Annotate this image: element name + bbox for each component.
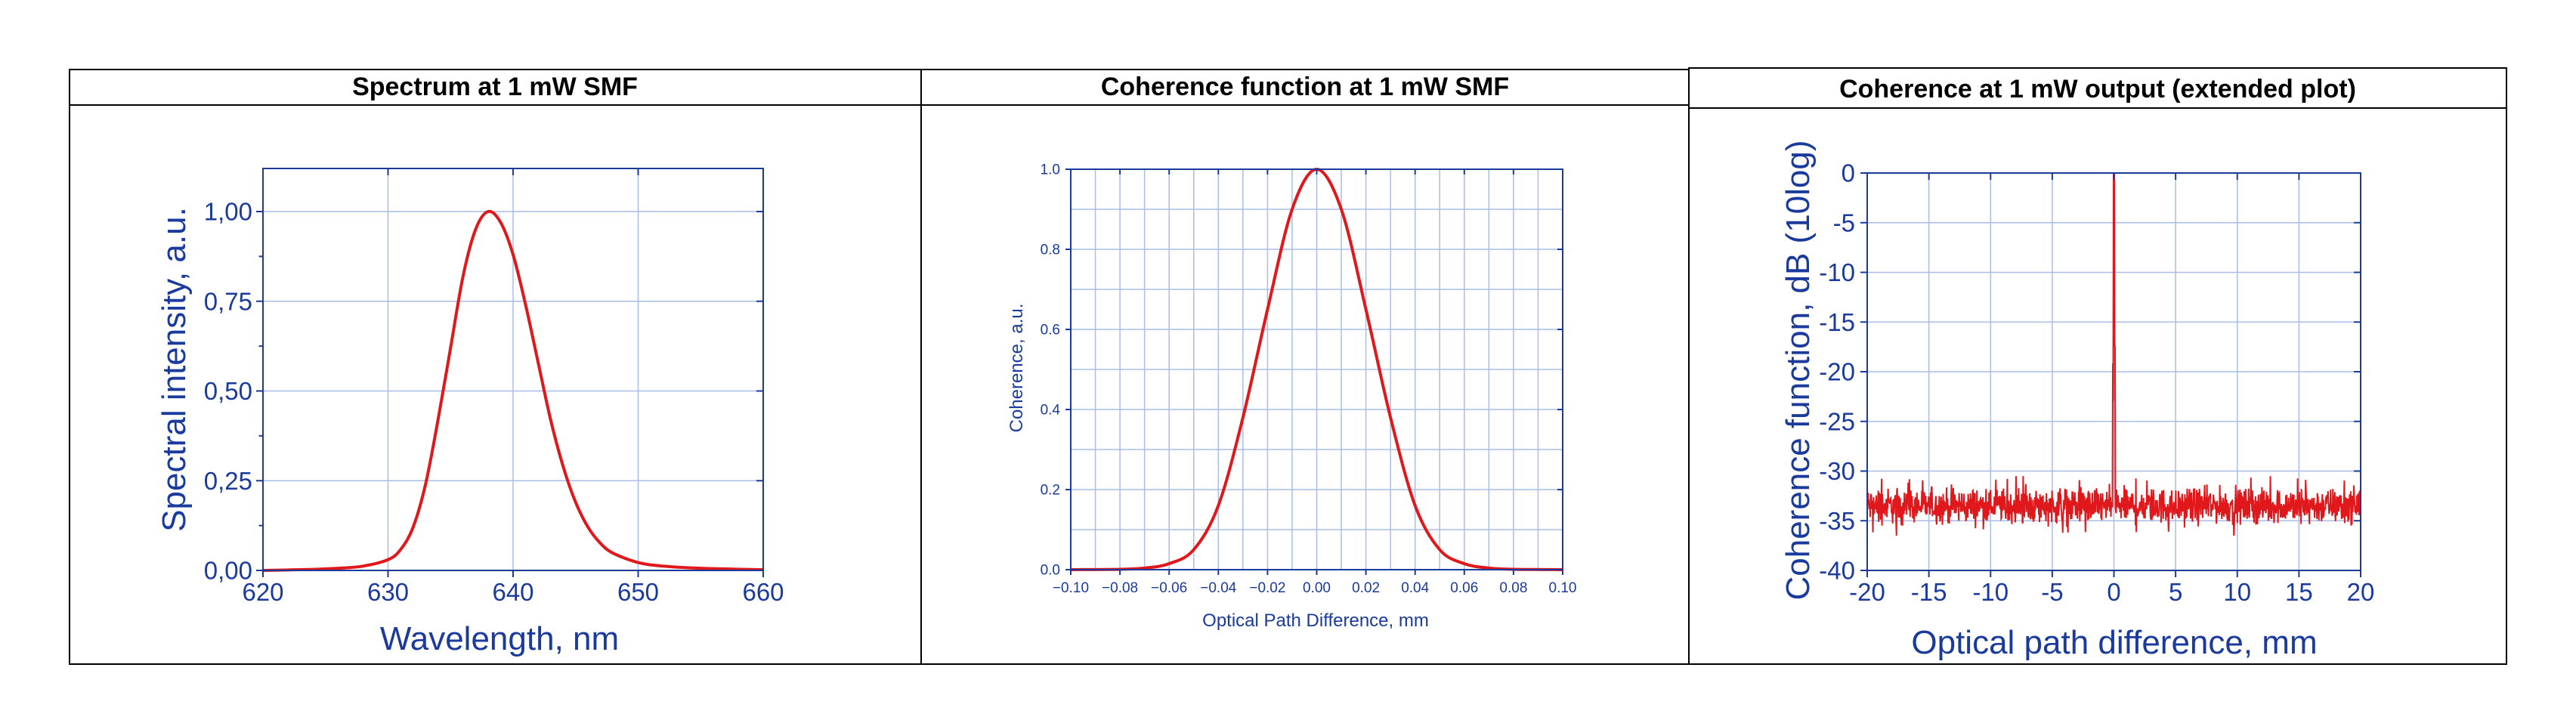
chart3-ytick-label: -35: [1819, 507, 1855, 535]
chart1-ylabel: Spectral intensity, a.u.: [156, 207, 193, 532]
chart2-xtick-label: 0.02: [1352, 580, 1380, 596]
chart3-xtick-labels: -20 -15 -10 -5 0 5 10 15 20: [1849, 578, 2374, 606]
chart2-xtick-label: −0.10: [1053, 580, 1089, 596]
chart1-ytick-label: 0,00: [204, 557, 252, 585]
chart3-xtick-label: 0: [2107, 578, 2120, 606]
chart2-xtick-labels: −0.10 −0.08 −0.06 −0.04 −0.02 0.00 0.02 0.04 0.0…: [1053, 580, 1577, 596]
chart3-ytick-label: -5: [1833, 209, 1855, 236]
chart-coherence: −0.10 −0.08 −0.06 −0.04 −0.02 0.00 0.02 0.04 0.0…: [1007, 162, 1576, 631]
chart1-xtick-labels: 620 630 640 650 660: [242, 578, 784, 606]
chart2-xtick-label: 0.06: [1450, 580, 1478, 596]
chart3-ticks: [1860, 172, 2361, 577]
chart1-xlabel: Wavelength, nm: [380, 620, 619, 657]
chart2-xtick-label: 0.10: [1549, 580, 1577, 596]
chart3-xlabel: Optical path difference, mm: [1911, 624, 2317, 661]
chart3-xtick-label: 10: [2223, 578, 2251, 606]
table-borders: [69, 67, 2507, 665]
chart3-xtick-label: 20: [2347, 578, 2375, 606]
chart3-ytick-label: -20: [1819, 358, 1855, 386]
chart1-ticks: [256, 168, 764, 577]
panel-header-spectrum: Spectrum at 1 mW SMF: [352, 73, 638, 101]
chart3-ytick-label: 0: [1842, 159, 1855, 187]
chart1-curve: [262, 209, 764, 572]
chart2-ytick-label: 0.8: [1041, 243, 1060, 258]
chart2-xtick-label: −0.04: [1200, 580, 1237, 596]
chart1-xtick-label: 660: [742, 578, 784, 606]
chart2-xtick-label: −0.08: [1102, 580, 1138, 596]
chart-extended: -20 -15 -10 -5 0 5 10 15 20 -40 -35 -30 -25 -20 -15 -1…: [1780, 140, 2374, 661]
chart3-ytick-label: -30: [1819, 457, 1855, 485]
chart2-xtick-label: 0.08: [1499, 580, 1527, 596]
chart2-ytick-label: 0.4: [1041, 403, 1061, 419]
chart-spectrum: 620 630 640 650 660 0,00 0,25 0,50 0,75 1,00 Wav…: [156, 168, 784, 657]
chart3-xtick-label: 5: [2169, 578, 2182, 606]
panel-header-coherence: Coherence function at 1 mW SMF: [1101, 73, 1509, 101]
chart1-grid: [262, 168, 764, 570]
chart2-xlabel: Optical Path Difference, mm: [1202, 610, 1429, 631]
chart2-xtick-label: 0.00: [1303, 580, 1331, 596]
chart2-ytick-label: 1.0: [1041, 162, 1060, 178]
chart3-ytick-label: -10: [1819, 258, 1855, 286]
chart1-ytick-label: 0,75: [204, 287, 252, 315]
chart3-xtick-label: -10: [1972, 578, 2009, 606]
chart2-grid: [1070, 168, 1563, 570]
chart3-xtick-label: -15: [1911, 578, 1947, 606]
chart3-xtick-label: -20: [1849, 578, 1885, 606]
chart3-ytick-labels: -40 -35 -30 -25 -20 -15 -10 -5 0: [1819, 159, 1855, 585]
chart2-ytick-label: 0.6: [1041, 323, 1060, 338]
chart2-xtick-label: 0.04: [1401, 580, 1429, 596]
chart1-ytick-label: 1,00: [204, 198, 252, 226]
chart3-xtick-label: -5: [2041, 578, 2063, 606]
chart3-ylabel: Coherence function, dB (10log): [1780, 140, 1817, 600]
chart1-ytick-label: 0,50: [204, 377, 252, 405]
chart3-xtick-label: 15: [2285, 578, 2313, 606]
chart3-ytick-label: -25: [1819, 407, 1855, 435]
chart1-xtick-label: 650: [617, 578, 659, 606]
chart1-xtick-label: 620: [242, 578, 283, 606]
chart2-xtick-label: −0.02: [1249, 580, 1285, 596]
chart1-ytick-labels: 0,00 0,25 0,50 0,75 1,00: [204, 198, 252, 585]
panel-header-extended: Coherence at 1 mW output (extended plot): [1839, 75, 2356, 104]
chart2-ytick-label: 0.2: [1041, 483, 1060, 499]
chart1-xtick-label: 630: [367, 578, 409, 606]
chart1-ytick-label: 0,25: [204, 467, 252, 495]
chart1-xtick-label: 640: [492, 578, 533, 606]
chart2-ytick-labels: 0.0 0.2 0.4 0.6 0.8 1.0: [1041, 162, 1061, 579]
chart3-ytick-label: -40: [1819, 557, 1855, 585]
chart2-ylabel: Coherence, a.u.: [1007, 304, 1027, 433]
chart2-ytick-label: 0.0: [1041, 563, 1060, 579]
chart2-xtick-label: −0.06: [1151, 580, 1187, 596]
chart3-ytick-label: -15: [1819, 308, 1855, 336]
chart2-ticks: [1065, 168, 1563, 575]
